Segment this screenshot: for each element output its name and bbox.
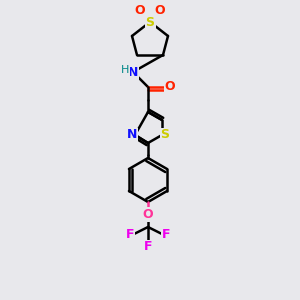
Text: O: O <box>143 208 153 220</box>
Text: N: N <box>128 65 138 79</box>
Text: F: F <box>126 227 134 241</box>
Text: O: O <box>135 4 145 16</box>
Text: F: F <box>144 241 152 254</box>
Text: S: S <box>160 128 169 142</box>
Text: H: H <box>121 65 129 75</box>
Text: N: N <box>127 128 137 142</box>
Text: F: F <box>162 227 170 241</box>
Text: O: O <box>165 80 175 94</box>
Text: S: S <box>146 16 154 28</box>
Text: O: O <box>155 4 165 16</box>
